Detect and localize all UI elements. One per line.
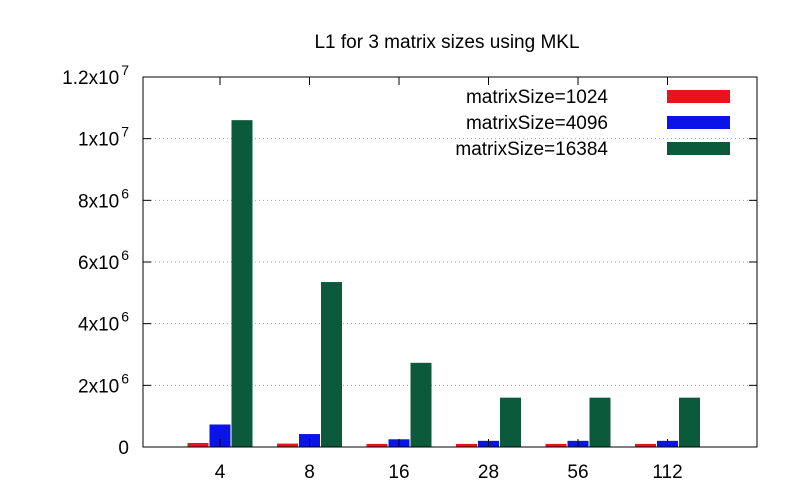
legend-swatch: [667, 116, 730, 129]
y-tick-label: 2x10 6: [78, 370, 129, 397]
legend-swatch: [667, 90, 730, 103]
bars: [187, 120, 700, 448]
x-tick-label: 8: [304, 462, 315, 483]
x-axis-tick-labels: 4 8 16 28 56 112: [215, 462, 683, 483]
bar-matrixsize-16384: [321, 282, 342, 447]
y-tick-label: 1x10 7: [78, 124, 129, 151]
x-tick-label: 16: [388, 462, 409, 483]
legend-label: matrixSize=1024: [466, 87, 608, 108]
legend-swatch: [667, 142, 730, 155]
bar-matrixsize-1024: [456, 443, 477, 447]
legend-label: matrixSize=4096: [466, 113, 608, 134]
legend: matrixSize=1024 matrixSize=4096 matrixSize…: [455, 87, 730, 160]
bar-matrixsize-16384: [231, 120, 253, 448]
bar-matrixsize-1024: [366, 443, 388, 447]
y-tick-label: 4x10 6: [78, 309, 129, 336]
x-tick-label: 112: [652, 462, 682, 483]
bar-matrixsize-1024: [277, 443, 298, 447]
y-tick-label: 8x10 6: [78, 185, 129, 212]
y-tick-label: 6x10 6: [78, 247, 129, 274]
x-tick-label: 56: [567, 462, 588, 483]
chart-title: L1 for 3 matrix sizes using MKL: [314, 32, 579, 53]
y-tick-label: 1.2x10 7: [62, 62, 129, 89]
bar-matrixsize-16384: [679, 397, 700, 447]
x-tick-label: 4: [215, 462, 226, 483]
bar-matrixsize-16384: [410, 362, 432, 447]
bar-matrixsize-16384: [500, 397, 521, 447]
bar-matrixsize-1024: [635, 443, 656, 447]
axis-ticks: [143, 76, 757, 448]
y-axis-tick-labels: 0 2x10 6 4x10 6 6x10 6 8x10 6 1x10 7 1.2x10 7: [62, 62, 129, 459]
x-tick-label: 28: [478, 462, 499, 483]
y-tick-label: 0: [118, 438, 129, 459]
bar-matrixsize-1024: [187, 442, 209, 447]
legend-label: matrixSize=16384: [455, 139, 608, 160]
bar-matrixsize-16384: [589, 397, 611, 447]
bar-matrixsize-1024: [545, 443, 567, 447]
bar-matrixsize-4096: [209, 424, 231, 447]
